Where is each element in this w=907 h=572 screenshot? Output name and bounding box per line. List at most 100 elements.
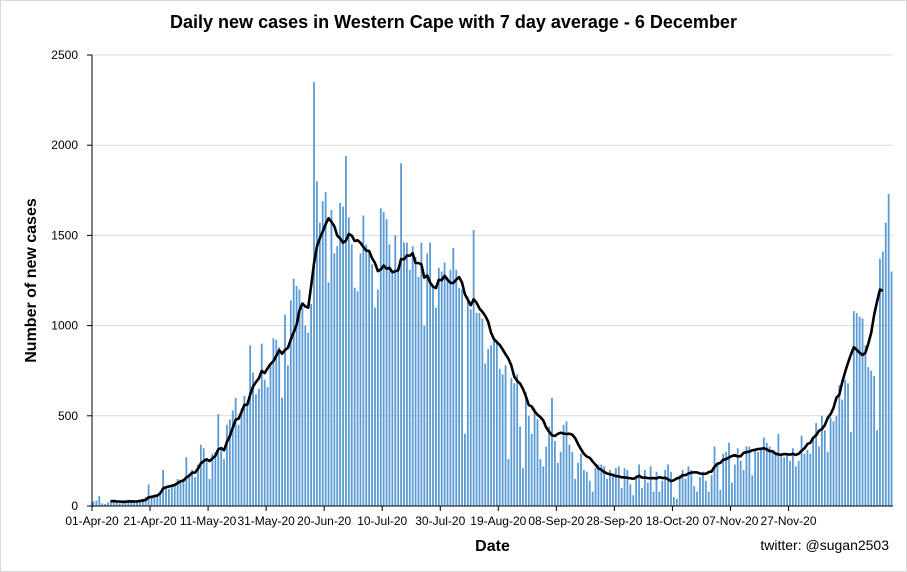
- bar: [316, 181, 318, 506]
- bar: [774, 451, 777, 506]
- bar: [226, 424, 228, 506]
- y-tick-label: 1500: [51, 228, 78, 242]
- bar: [405, 242, 408, 506]
- bar: [513, 383, 516, 506]
- bar: [873, 376, 876, 506]
- y-tick-label: 1000: [51, 319, 78, 333]
- bar: [510, 377, 513, 506]
- bar: [583, 469, 585, 506]
- bar: [800, 435, 803, 506]
- bar: [577, 462, 580, 506]
- bar: [231, 410, 234, 506]
- bar: [156, 495, 159, 506]
- bar: [432, 287, 434, 506]
- bar: [617, 466, 620, 506]
- bar: [794, 466, 797, 506]
- credit-text: twitter: @sugan2503: [760, 537, 889, 553]
- bar: [263, 379, 266, 506]
- bar: [475, 312, 478, 506]
- bar: [733, 464, 736, 506]
- bar: [440, 271, 443, 506]
- bar: [823, 430, 826, 506]
- bar: [417, 276, 420, 506]
- bar: [138, 500, 141, 506]
- bar: [672, 496, 675, 506]
- bar: [191, 469, 194, 506]
- bar: [719, 489, 722, 506]
- bar: [269, 365, 272, 506]
- bar: [141, 498, 144, 506]
- bar: [165, 487, 167, 506]
- bar: [252, 372, 254, 506]
- bar: [588, 480, 591, 506]
- x-tick-labels: 01-Apr-20 21-Apr-20 11-May-20 31-May-20 20-J…: [65, 514, 817, 528]
- bar: [678, 475, 681, 506]
- bar: [571, 451, 574, 506]
- bar: [757, 451, 759, 506]
- bar: [179, 482, 182, 506]
- bar: [565, 421, 568, 506]
- bar: [626, 469, 629, 506]
- bar: [553, 441, 556, 506]
- bar: [777, 433, 780, 506]
- bar: [101, 503, 104, 506]
- bar: [350, 244, 353, 507]
- bar: [449, 269, 452, 506]
- bar: [127, 499, 130, 506]
- bar: [820, 415, 823, 506]
- bar: [722, 453, 725, 506]
- bar: [188, 473, 191, 506]
- bar: [345, 156, 347, 507]
- bar: [684, 478, 687, 506]
- bar: [342, 206, 344, 506]
- bar: [536, 419, 539, 506]
- bar: [214, 451, 217, 506]
- bar: [545, 446, 548, 506]
- bar: [397, 267, 400, 506]
- y-tick-label: 500: [58, 409, 78, 423]
- y-tick-label: 2500: [51, 48, 78, 62]
- bar: [327, 282, 330, 506]
- bar: [359, 253, 362, 506]
- bar: [197, 464, 199, 506]
- bar: [423, 325, 426, 506]
- bar: [670, 471, 672, 506]
- bar: [507, 459, 510, 506]
- bar: [762, 437, 765, 506]
- bar: [600, 464, 603, 506]
- bar: [446, 276, 449, 506]
- bar: [704, 480, 707, 506]
- bar: [742, 469, 745, 506]
- bar: [144, 496, 147, 506]
- bar: [580, 453, 582, 506]
- bar: [548, 426, 550, 506]
- bar: [455, 269, 458, 506]
- bar: [516, 374, 519, 506]
- bar: [594, 468, 597, 506]
- bar: [841, 399, 844, 506]
- bar: [864, 345, 867, 506]
- bar: [852, 311, 855, 506]
- bar: [641, 487, 643, 506]
- bar: [365, 244, 368, 507]
- bar: [385, 219, 388, 506]
- bar: [376, 289, 379, 506]
- gridlines: [92, 54, 893, 417]
- bar: [121, 501, 124, 506]
- bar: [301, 307, 304, 506]
- bar: [786, 453, 788, 506]
- bar: [307, 332, 310, 506]
- bar: [490, 345, 492, 506]
- bar: [257, 388, 260, 506]
- bar: [347, 217, 350, 507]
- bar: [832, 421, 835, 506]
- bar: [728, 442, 730, 506]
- bar: [246, 404, 249, 506]
- bar: [356, 291, 359, 506]
- bar: [519, 426, 521, 506]
- bar: [484, 363, 487, 506]
- bar: [760, 450, 762, 506]
- bar: [292, 278, 295, 506]
- bar: [612, 473, 614, 506]
- bar: [643, 469, 646, 506]
